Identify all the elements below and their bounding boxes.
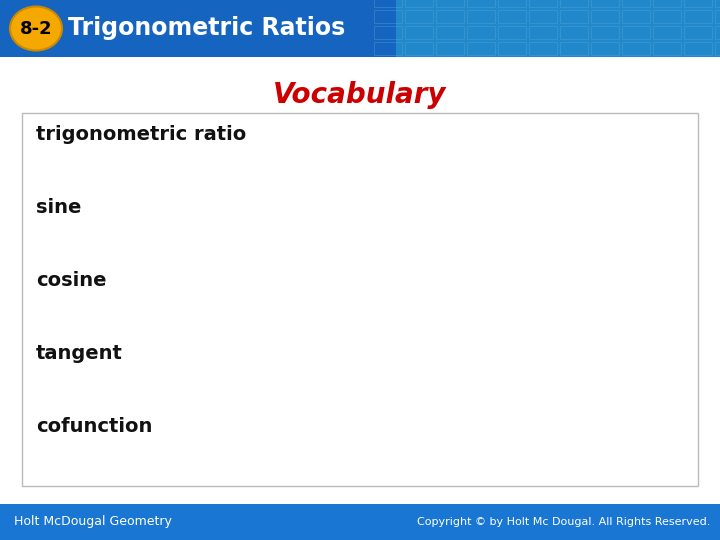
Ellipse shape <box>10 6 62 51</box>
Text: tangent: tangent <box>36 345 123 363</box>
Bar <box>685 26 712 39</box>
Bar <box>405 26 433 39</box>
Bar <box>685 42 712 55</box>
Bar <box>622 42 650 55</box>
Bar <box>405 10 433 23</box>
Bar <box>436 42 464 55</box>
Bar <box>716 26 720 39</box>
Text: cofunction: cofunction <box>36 417 153 436</box>
Text: Trigonometric Ratios: Trigonometric Ratios <box>68 17 346 40</box>
Bar <box>22 113 698 486</box>
Text: Holt McDougal Geometry: Holt McDougal Geometry <box>14 516 172 529</box>
Text: sine: sine <box>36 199 81 218</box>
Bar <box>560 10 588 23</box>
Bar <box>622 0 650 7</box>
Bar <box>374 42 402 55</box>
Bar <box>591 10 619 23</box>
Bar <box>560 42 588 55</box>
Bar <box>498 42 526 55</box>
Bar <box>654 0 681 7</box>
Bar <box>622 10 650 23</box>
Bar <box>591 42 619 55</box>
Bar <box>560 0 588 7</box>
Bar <box>591 26 619 39</box>
Bar <box>498 0 526 7</box>
Bar <box>467 0 495 7</box>
Bar <box>374 10 402 23</box>
Bar <box>498 10 526 23</box>
Bar <box>405 42 433 55</box>
Bar <box>374 0 402 7</box>
Bar <box>529 0 557 7</box>
Text: 8-2: 8-2 <box>19 19 53 37</box>
Bar <box>467 26 495 39</box>
Bar <box>436 10 464 23</box>
Bar <box>529 42 557 55</box>
Bar <box>716 10 720 23</box>
Bar <box>374 26 402 39</box>
Bar <box>622 26 650 39</box>
Bar <box>436 0 464 7</box>
Bar <box>654 26 681 39</box>
Bar <box>685 10 712 23</box>
Bar <box>467 42 495 55</box>
Bar <box>591 0 619 7</box>
Bar <box>685 0 712 7</box>
Text: Vocabulary: Vocabulary <box>274 81 446 109</box>
Bar <box>654 42 681 55</box>
Bar <box>654 10 681 23</box>
Bar <box>0 0 396 57</box>
Text: Copyright © by Holt Mc Dougal. All Rights Reserved.: Copyright © by Holt Mc Dougal. All Right… <box>417 517 710 527</box>
Bar <box>560 26 588 39</box>
Bar <box>716 42 720 55</box>
Bar <box>436 26 464 39</box>
Bar <box>467 10 495 23</box>
Bar <box>405 0 433 7</box>
Text: trigonometric ratio: trigonometric ratio <box>36 125 246 145</box>
Bar <box>498 26 526 39</box>
Bar <box>716 0 720 7</box>
Bar <box>396 0 720 57</box>
Bar <box>529 26 557 39</box>
Bar <box>529 10 557 23</box>
Bar <box>0 504 720 540</box>
Text: cosine: cosine <box>36 272 107 291</box>
